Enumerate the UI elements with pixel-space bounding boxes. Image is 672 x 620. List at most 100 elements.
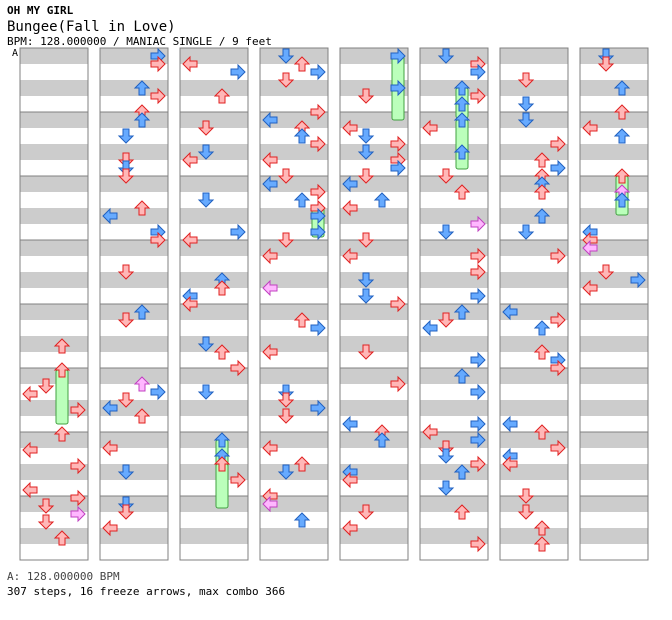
beat-band <box>340 368 408 384</box>
step-arrow <box>133 112 151 128</box>
step-arrow <box>133 304 151 320</box>
step-arrow <box>293 456 311 472</box>
step-arrow <box>357 88 375 104</box>
beat-band <box>100 304 168 320</box>
step-arrow <box>357 504 375 520</box>
step-arrow <box>373 192 391 208</box>
step-arrow <box>230 223 246 241</box>
step-arrow <box>517 72 535 88</box>
beat-band <box>500 176 568 192</box>
step-arrow <box>70 489 86 507</box>
beat-band <box>500 400 568 416</box>
step-arrow <box>310 399 326 417</box>
step-arrow <box>70 457 86 475</box>
step-arrow <box>453 184 471 200</box>
step-arrow <box>293 512 311 528</box>
step-arrow <box>613 128 631 144</box>
beat-band <box>340 80 408 96</box>
beat-band <box>580 208 648 224</box>
step-arrow <box>390 47 406 65</box>
step-arrow <box>470 247 486 265</box>
step-arrow <box>630 271 646 289</box>
step-arrow <box>470 63 486 81</box>
step-arrow <box>390 135 406 153</box>
beat-band <box>580 272 648 288</box>
step-arrow <box>150 231 166 249</box>
beat-band <box>180 336 248 352</box>
step-arrow <box>533 208 551 224</box>
step-arrow <box>550 439 566 457</box>
step-arrow <box>213 432 231 448</box>
step-arrow <box>117 264 135 280</box>
beat-band <box>100 464 168 480</box>
step-arrow <box>437 312 455 328</box>
step-arrow <box>342 519 358 537</box>
step-arrow <box>102 439 118 457</box>
beat-band <box>420 80 488 96</box>
beat-band <box>20 240 88 256</box>
step-arrow <box>550 359 566 377</box>
step-arrow <box>117 128 135 144</box>
beat-band <box>180 400 248 416</box>
step-arrow <box>310 183 326 201</box>
step-arrow <box>262 111 278 129</box>
column-frame <box>419 47 489 561</box>
freeze-arrow <box>55 369 69 425</box>
beat-band <box>580 464 648 480</box>
step-arrow <box>342 199 358 217</box>
beat-band <box>100 80 168 96</box>
step-arrow <box>342 471 358 489</box>
step-arrow <box>310 207 326 225</box>
step-arrow <box>182 151 198 169</box>
step-arrow <box>533 184 551 200</box>
step-arrow <box>453 304 471 320</box>
step-arrow <box>357 144 375 160</box>
beat-band <box>500 112 568 128</box>
beat-band <box>100 336 168 352</box>
step-arrow <box>102 519 118 537</box>
step-arrow <box>502 455 518 473</box>
beat-band <box>580 144 648 160</box>
beat-band <box>420 496 488 512</box>
step-arrow <box>197 120 215 136</box>
beat-band <box>100 272 168 288</box>
step-arrow <box>453 504 471 520</box>
step-arrow <box>262 247 278 265</box>
step-arrow <box>22 385 38 403</box>
step-arrow <box>133 200 151 216</box>
step-arrow <box>470 431 486 449</box>
step-arrow <box>582 239 598 257</box>
beat-band <box>500 528 568 544</box>
beat-band <box>180 432 248 448</box>
step-arrow <box>533 320 551 336</box>
step-arrow <box>117 464 135 480</box>
step-arrow <box>533 424 551 440</box>
step-arrow <box>550 159 566 177</box>
beat-band <box>340 432 408 448</box>
beat-band <box>340 400 408 416</box>
step-arrow <box>613 168 631 184</box>
step-chart <box>19 47 649 561</box>
beat-band <box>500 240 568 256</box>
chart-stats: 307 steps, 16 freeze arrows, max combo 3… <box>7 585 286 598</box>
step-arrow <box>262 495 278 513</box>
beat-band <box>100 240 168 256</box>
step-arrow <box>453 80 471 96</box>
step-arrow <box>133 80 151 96</box>
beat-band <box>580 368 648 384</box>
bpm-legend: A: 128.000000 BPM <box>7 570 120 583</box>
step-arrow <box>293 312 311 328</box>
beat-band <box>100 496 168 512</box>
beat-band <box>420 176 488 192</box>
step-arrow <box>517 224 535 240</box>
column-frame <box>99 47 169 561</box>
step-arrow <box>197 336 215 352</box>
beat-band <box>580 176 648 192</box>
step-arrow <box>262 343 278 361</box>
beat-band <box>340 336 408 352</box>
step-arrow <box>470 215 486 233</box>
step-arrow <box>182 55 198 73</box>
chart-info: BPM: 128.000000 / MANIAC SINGLE / 9 feet <box>7 35 272 48</box>
column-frame <box>259 47 329 561</box>
step-arrow <box>342 175 358 193</box>
